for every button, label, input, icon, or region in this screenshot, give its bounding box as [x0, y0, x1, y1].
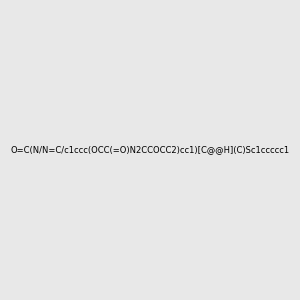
Text: O=C(N/N=C/c1ccc(OCC(=O)N2CCOCC2)cc1)[C@@H](C)Sc1ccccc1: O=C(N/N=C/c1ccc(OCC(=O)N2CCOCC2)cc1)[C@@… [11, 146, 290, 154]
